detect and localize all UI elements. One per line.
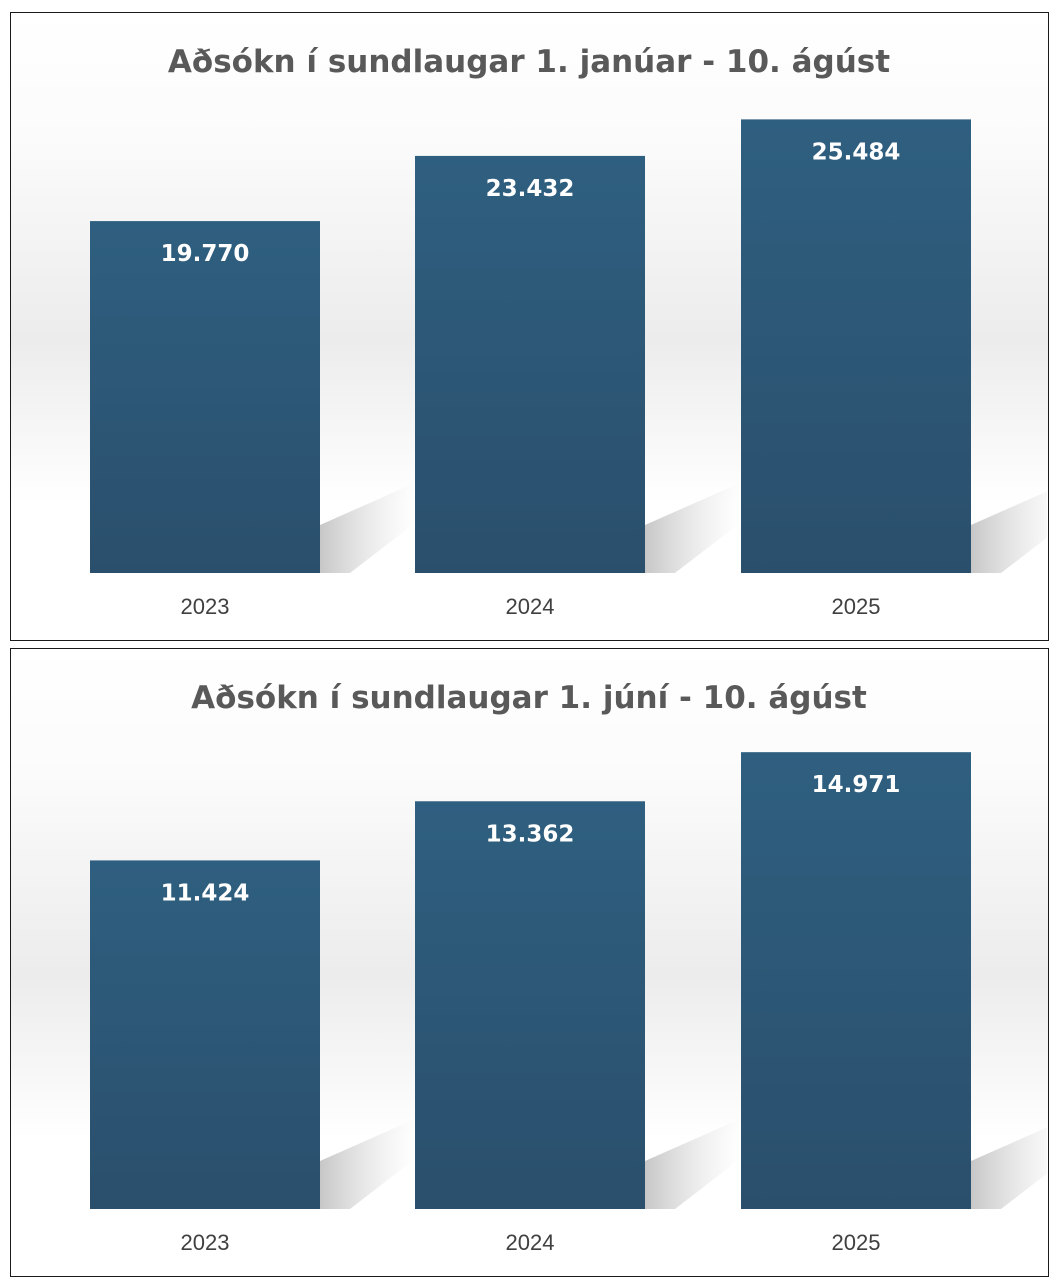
bar-shadow xyxy=(971,491,1047,573)
bar-chart-january-august: Aðsókn í sundlaugar 1. janúar - 10. ágús… xyxy=(90,44,1047,619)
data-label-2023: 11.424 xyxy=(161,880,250,906)
data-label-2024: 13.362 xyxy=(486,821,575,847)
x-tick-label-2025: 2025 xyxy=(832,594,881,619)
bar-2024 xyxy=(415,801,645,1209)
bar-2023 xyxy=(90,221,320,573)
bar-shadow xyxy=(971,1127,1047,1209)
bar-2025 xyxy=(741,752,971,1209)
bar-shadow xyxy=(645,1119,740,1209)
data-label-2025: 14.971 xyxy=(812,772,901,798)
bar-shadow xyxy=(320,1119,415,1209)
bar-2025 xyxy=(741,119,971,573)
data-label-2025: 25.484 xyxy=(812,139,901,165)
bar-shadow xyxy=(320,483,415,573)
x-tick-label-2023: 2023 xyxy=(181,1230,230,1255)
bar-shadow xyxy=(645,483,740,573)
x-tick-label-2025: 2025 xyxy=(832,1230,881,1255)
bar-chart-june-august: Aðsókn í sundlaugar 1. júní - 10. ágúst 1… xyxy=(90,680,1047,1255)
bar-2023 xyxy=(90,860,320,1209)
x-tick-label-2023: 2023 xyxy=(181,594,230,619)
chart-panel-january-august: Aðsókn í sundlaugar 1. janúar - 10. ágús… xyxy=(10,12,1049,641)
chart-title: Aðsókn í sundlaugar 1. janúar - 10. ágús… xyxy=(168,44,890,80)
chart-title: Aðsókn í sundlaugar 1. júní - 10. ágúst xyxy=(191,680,867,716)
x-tick-label-2024: 2024 xyxy=(506,594,555,619)
chart-panel-june-august: Aðsókn í sundlaugar 1. júní - 10. ágúst 1… xyxy=(10,648,1049,1277)
bar-2024 xyxy=(415,155,645,573)
data-label-2024: 23.432 xyxy=(486,176,575,202)
x-tick-label-2024: 2024 xyxy=(506,1230,555,1255)
data-label-2023: 19.770 xyxy=(161,241,250,267)
